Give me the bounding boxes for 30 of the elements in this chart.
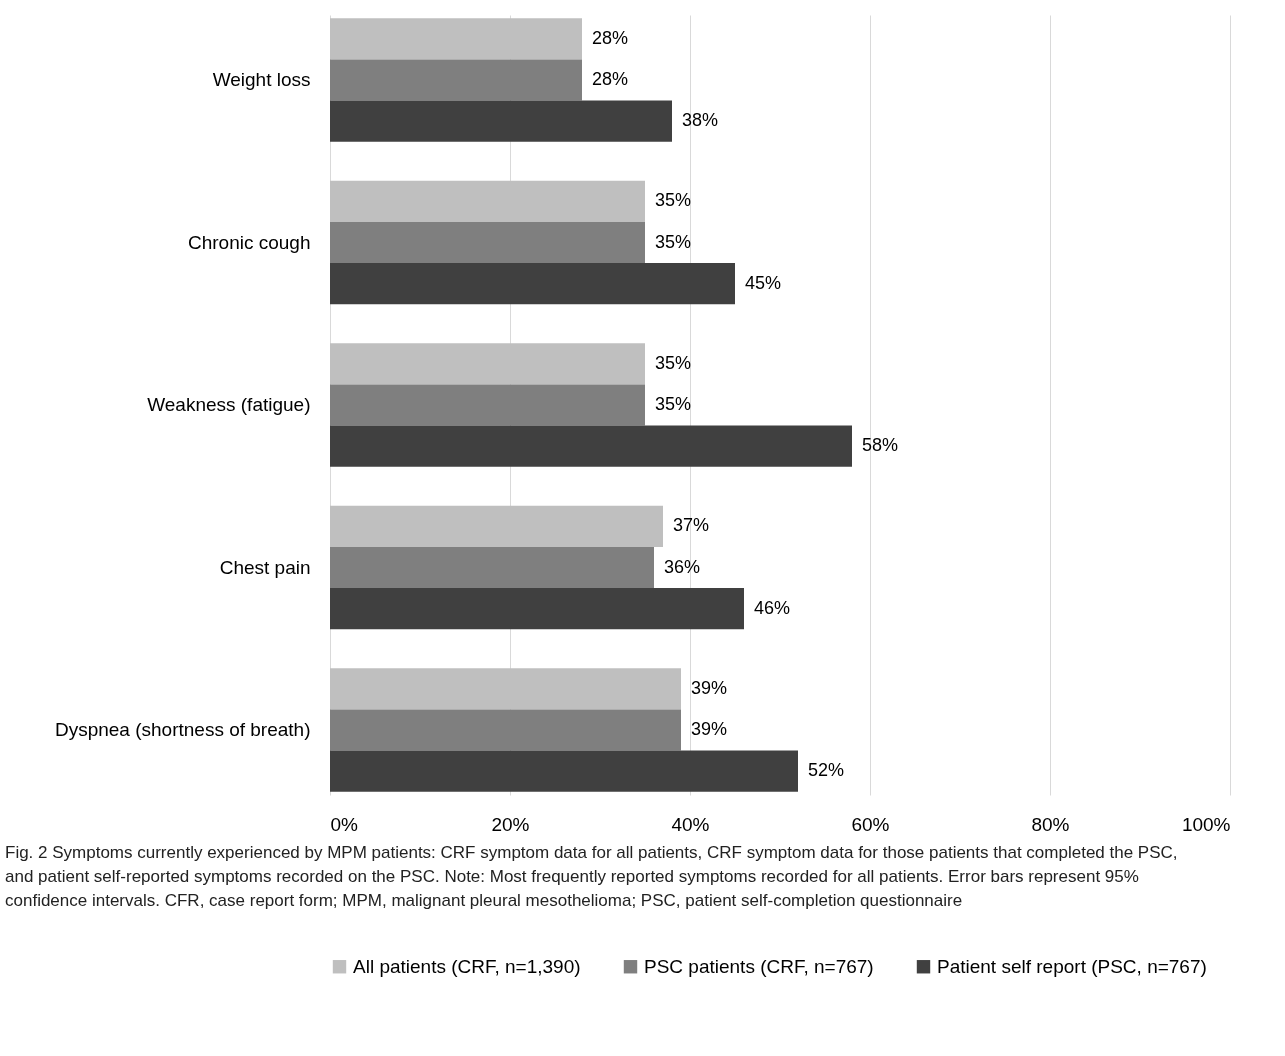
data-label: 58% — [862, 435, 899, 456]
y-tick-label: Weakness (fatigue) — [147, 394, 311, 415]
legend-label: PSC patients (CRF, n=767) — [644, 955, 874, 977]
x-tick-label: 100% — [1181, 813, 1231, 835]
data-label: 35% — [655, 190, 692, 211]
y-tick-label: Chronic cough — [187, 231, 311, 253]
legend-label: All patients (CRF, n=1,390) — [353, 955, 581, 977]
x-tick-label: 40% — [671, 813, 710, 835]
y-tick-label: Chest pain — [219, 556, 311, 578]
data-label: 35% — [655, 231, 692, 252]
data-label: 39% — [691, 719, 728, 739]
data-label: 36% — [664, 556, 701, 577]
data-label: 45% — [745, 272, 782, 293]
x-tick-label: 80% — [1031, 813, 1070, 835]
x-tick-label: 0% — [330, 813, 359, 835]
y-tick-label: Weight loss — [212, 69, 311, 90]
data-label: 37% — [673, 515, 710, 536]
caption: Fig. 2 Symptoms currently experienced by MPM patients: CRF symptom data for all patients, CRF symptom data for those patients that completed the PSC, and patient self-reported symptoms recorded on the PSC. Note: Most frequently reported symptoms recorded for all patients. Error bars represent 95% confidence intervals. CFR, case report form; MPM, malignant pleural mesothelioma; PSC, patient self-completion questionnaire — [5, 843, 1178, 910]
data-label: 35% — [655, 394, 692, 414]
data-label: 35% — [655, 352, 692, 373]
x-tick-label: 20% — [491, 813, 530, 835]
legend-label: Patient self report (PSC, n=767) — [937, 955, 1207, 977]
x-tick-label: 60% — [851, 813, 890, 835]
data-label: 46% — [754, 597, 791, 618]
y-tick-label: Dyspnea (shortness of breath) — [54, 719, 311, 740]
data-label: 38% — [682, 110, 719, 131]
data-label: 39% — [691, 677, 728, 698]
data-label: 28% — [592, 27, 629, 48]
data-label: 52% — [808, 760, 845, 781]
data-label: 28% — [592, 69, 629, 89]
